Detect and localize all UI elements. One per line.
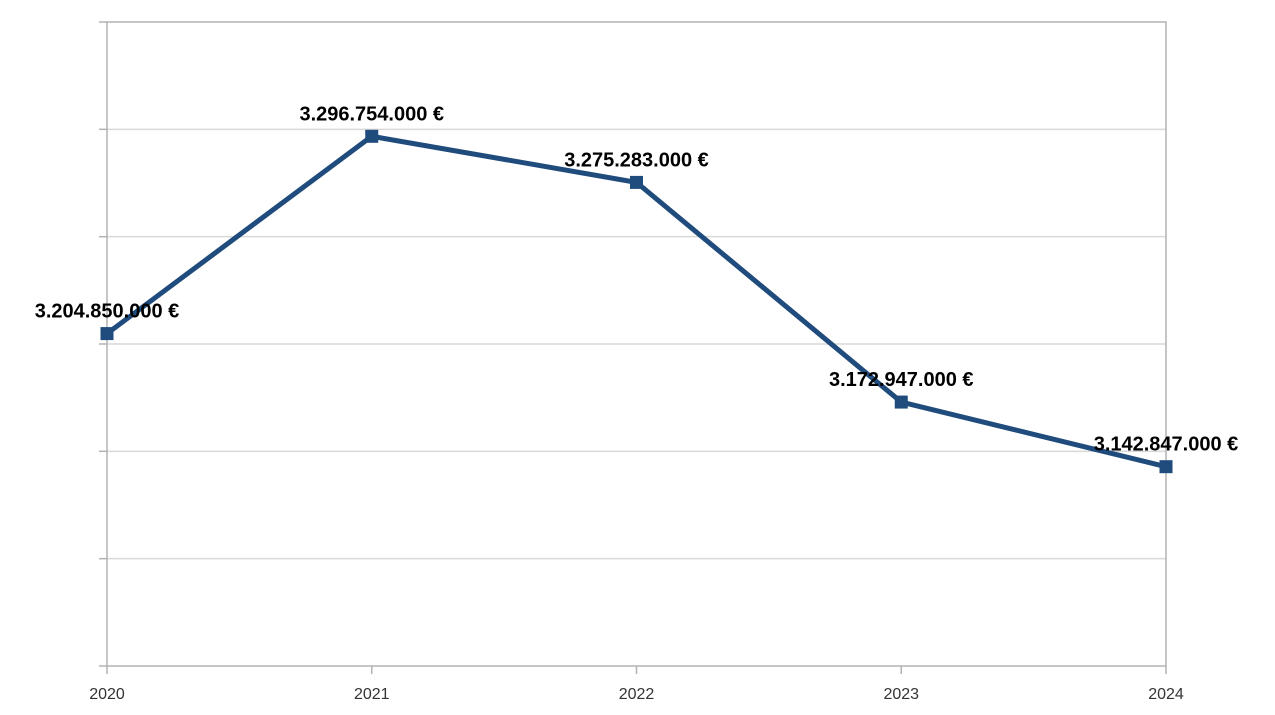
- x-tick-label: 2021: [354, 686, 390, 703]
- data-point-marker: [365, 129, 379, 143]
- data-point-marker: [1159, 460, 1173, 474]
- data-label: 3.204.850.000 €: [35, 301, 180, 323]
- data-label: 3.142.847.000 €: [1094, 434, 1239, 456]
- data-point-marker: [894, 395, 908, 409]
- data-point-marker: [630, 175, 643, 189]
- data-label: 3.172.947.000 €: [829, 369, 974, 391]
- x-tick-label: 2024: [1148, 686, 1184, 703]
- x-tick-label: 2022: [619, 686, 655, 703]
- x-tick-label: 2023: [883, 686, 919, 703]
- data-label: 3.296.754.000 €: [299, 103, 444, 125]
- data-label: 3.275.283.000 €: [564, 149, 709, 171]
- data-point-marker: [100, 327, 114, 341]
- x-tick-label: 2020: [89, 686, 125, 703]
